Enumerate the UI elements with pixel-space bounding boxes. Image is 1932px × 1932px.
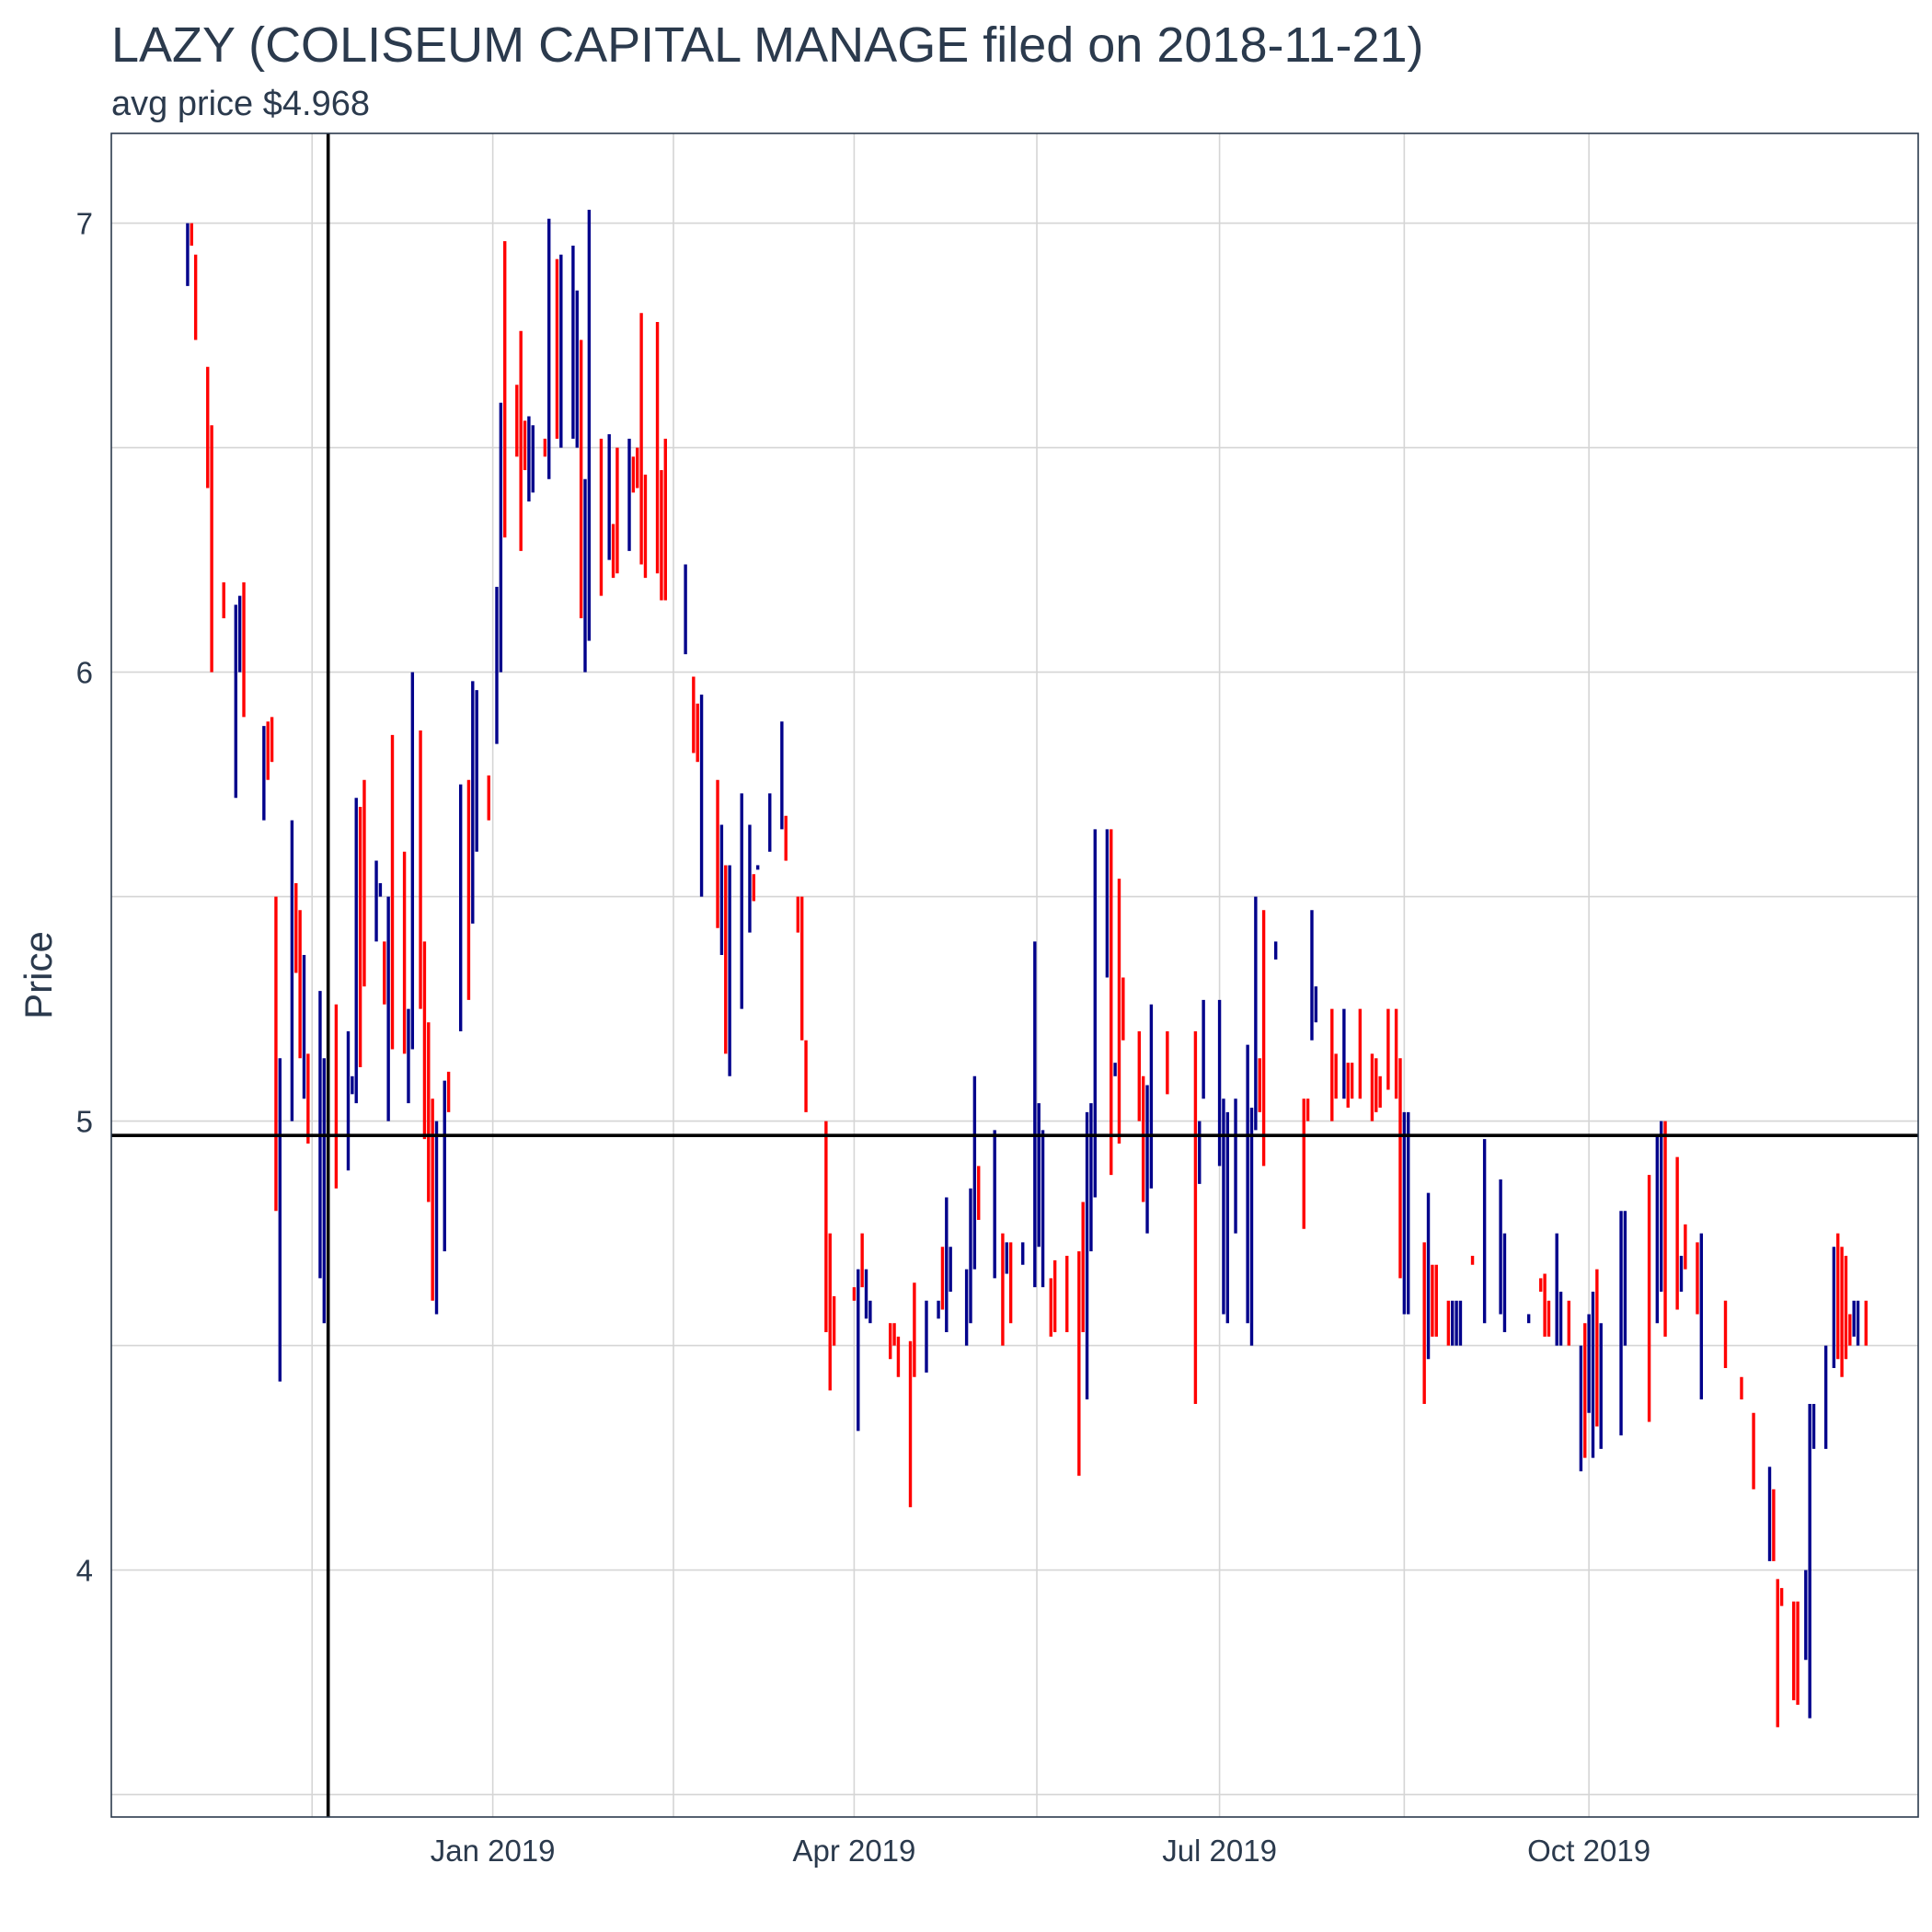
plot-panel-border [110, 132, 1919, 1818]
chart-title: LAZY (COLISEUM CAPITAL MANAGE filed on 2… [111, 17, 1424, 73]
chart-subtitle: avg price $4.968 [111, 85, 370, 123]
x-tick-label: Apr 2019 [792, 1834, 915, 1868]
y-axis-ticks: 4 5 6 7 [76, 207, 93, 1588]
price-bars-layer [186, 209, 1868, 1728]
y-axis-title: Price [17, 931, 60, 1019]
x-tick-label: Oct 2019 [1527, 1834, 1650, 1868]
y-tick-label: 7 [76, 207, 93, 241]
y-tick-label: 6 [76, 656, 93, 690]
grid-layer [111, 133, 1918, 1817]
y-tick-label: 5 [76, 1105, 93, 1139]
x-axis-ticks: Jan 2019 Apr 2019 Jul 2019 Oct 2019 [431, 1834, 1650, 1868]
x-tick-label: Jan 2019 [431, 1834, 556, 1868]
y-tick-label: 4 [76, 1554, 93, 1588]
reference-lines-layer [111, 133, 1918, 1817]
x-tick-label: Jul 2019 [1162, 1834, 1277, 1868]
